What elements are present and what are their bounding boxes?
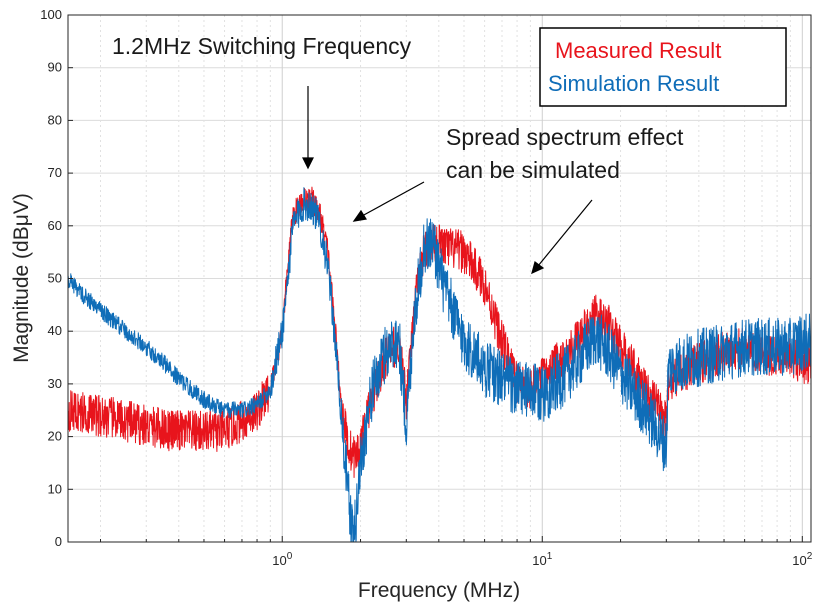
y-tick-label: 40 (48, 323, 62, 338)
x-axis-label: Frequency (MHz) (358, 579, 520, 602)
legend-entry-simulation: Simulation Result (548, 71, 719, 96)
y-tick-label: 10 (48, 481, 62, 496)
y-tick-label: 60 (48, 218, 62, 233)
x-tick-labels: 100 101 102 (272, 551, 813, 568)
legend: Measured Result Simulation Result (539, 27, 787, 107)
arrow-spread-right (537, 199, 593, 267)
y-tick-label: 70 (48, 165, 62, 180)
y-tick-label: 80 (48, 112, 62, 127)
series-line-measured (68, 186, 811, 478)
x-tick-base: 10 (272, 553, 286, 568)
x-tick-base: 10 (532, 553, 546, 568)
y-tick-label: 100 (40, 7, 62, 22)
y-axis-label: Magnitude (dBμV) (10, 193, 33, 363)
series-line-simulation (68, 187, 811, 542)
x-tick-label: 102 (792, 551, 812, 568)
y-tick-label: 20 (48, 429, 62, 444)
spread-spectrum-annotation-line2: can be simulated (446, 157, 620, 183)
y-tick-labels: 0 10 20 30 40 50 60 70 80 90 100 (40, 7, 73, 549)
series-group (68, 186, 811, 542)
y-tick-label: 30 (48, 376, 62, 391)
arrowhead-spread-right (531, 260, 545, 275)
arrowhead-switching-frequency (302, 157, 314, 170)
legend-entry-measured: Measured Result (555, 38, 721, 63)
x-tick-base: 10 (792, 553, 806, 568)
annotation-arrows (302, 86, 593, 275)
y-tick-label: 90 (48, 60, 62, 75)
x-tick-exponent: 0 (287, 551, 293, 562)
y-tick-label: 0 (55, 534, 62, 549)
x-tick-exponent: 2 (807, 551, 813, 562)
spread-spectrum-annotation-line1: Spread spectrum effect (446, 124, 684, 150)
arrowhead-spread-left (352, 209, 367, 222)
x-tick-label: 100 (272, 551, 292, 568)
legend-box (539, 27, 787, 107)
arrow-spread-left (361, 181, 425, 217)
x-tick-exponent: 1 (547, 551, 553, 562)
y-tick-label: 50 (48, 271, 62, 286)
x-tick-label: 101 (532, 551, 552, 568)
switching-frequency-annotation: 1.2MHz Switching Frequency (112, 33, 412, 59)
